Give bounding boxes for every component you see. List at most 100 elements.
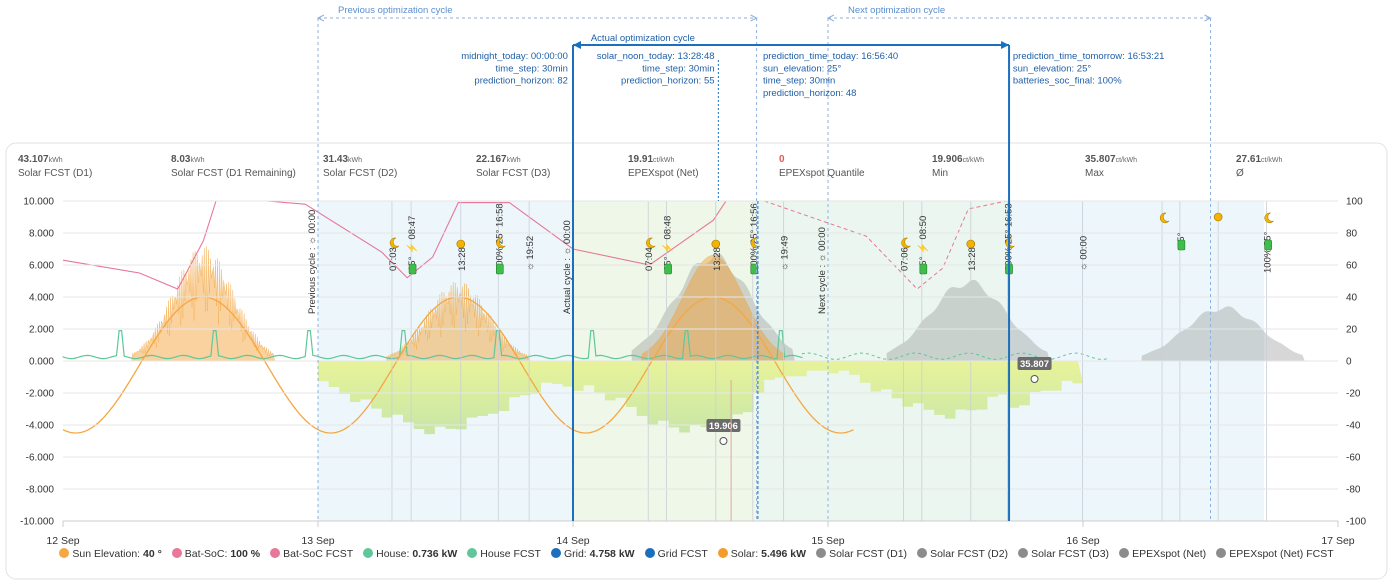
solar-area	[386, 282, 530, 362]
stat-unit: ct/kWh	[653, 157, 675, 164]
y-tick-left: 8.000	[29, 229, 54, 240]
arrow-right-icon	[750, 14, 758, 22]
time-marker-label: 07:03	[388, 247, 399, 271]
legend-item[interactable]: Solar FCST (D1)	[816, 548, 907, 560]
y-tick-right: -60	[1346, 453, 1361, 464]
stat-item: 43.107kWh Solar FCST (D1)	[18, 153, 92, 180]
legend-dot-icon	[1018, 548, 1029, 558]
legend-series-name: EPEXspot (Net)	[1132, 548, 1207, 560]
battery-icon	[664, 263, 672, 275]
legend-item[interactable]: Solar FCST (D3)	[1018, 548, 1109, 560]
param-solar-noon: solar_noon_today: 13:28:48	[597, 51, 715, 62]
time-marker-label: 100% 25°	[1263, 231, 1274, 273]
legend-item[interactable]: EPEXspot (Net) FCST	[1216, 548, 1334, 560]
stat-label: Max	[1085, 168, 1104, 179]
legend-series-name: Solar FCST (D2)	[930, 548, 1009, 560]
previous-cycle-title: Previous optimization cycle	[338, 5, 453, 16]
stat-label: Ø	[1236, 168, 1244, 179]
legend-series-name: Grid:	[563, 548, 590, 560]
legend-dot-icon	[717, 548, 728, 558]
solar-area	[641, 255, 785, 362]
moon-icon	[646, 237, 656, 249]
legend-series-value: 5.496 kW	[761, 548, 807, 560]
time-marker-label: 07:04	[644, 247, 655, 271]
stat-label: EPEXspot (Net)	[628, 168, 699, 179]
legend-series-value: 100 %	[230, 548, 261, 560]
x-tick-label: 13 Sep	[301, 535, 334, 547]
time-marker-label: 15° ⚡ 08:48	[662, 216, 674, 271]
arrow-left-icon	[573, 41, 581, 49]
time-marker-label: 15° ⚡ 08:47	[406, 216, 418, 271]
legend-series-value: 40 °	[143, 548, 162, 560]
stat-item: 0 EPEXspot Quantile	[779, 153, 865, 180]
y-tick-left: 2.000	[29, 325, 54, 336]
x-tick-label: 14 Sep	[556, 535, 589, 547]
stat-label: Min	[932, 168, 949, 179]
stat-item: 22.167kWh Solar FCST (D3)	[476, 153, 550, 180]
legend-series-name: Solar FCST (D1)	[829, 548, 908, 560]
legend-dot-icon	[363, 548, 374, 558]
house-fcst-line	[802, 352, 1109, 360]
legend-item[interactable]: Sun Elevation: 40 °	[59, 548, 162, 560]
param-solar-noon: time_step: 30min	[642, 63, 714, 74]
legend-item[interactable]: Solar: 5.496 kW	[717, 548, 807, 560]
stat-item: 31.43kWh Solar FCST (D2)	[323, 153, 397, 180]
legend-item[interactable]: Solar FCST (D2)	[917, 548, 1008, 560]
y-tick-left: 6.000	[29, 261, 54, 272]
battery-icon	[408, 263, 417, 275]
moon-icon	[1264, 212, 1275, 224]
arrow-right-icon	[1001, 41, 1010, 49]
param-prediction-tomorrow: prediction_time_tomorrow: 16:53:21	[1013, 51, 1165, 62]
price-min-label: 19.906	[706, 419, 741, 445]
legend-series-name: Sun Elevation:	[72, 548, 143, 560]
stat-value: 31.43	[323, 154, 349, 165]
param-prediction-tomorrow: sun_elevation: 25°	[1013, 63, 1091, 74]
bat-soc-line	[62, 200, 765, 290]
stat-unit: ct/kWh	[1261, 157, 1283, 164]
legend-item[interactable]: Grid: 4.758 kW	[550, 548, 635, 560]
param-prediction-today: prediction_time_today: 16:56:40	[763, 51, 898, 62]
y-tick-left: -2.000	[26, 389, 55, 400]
stat-value: 43.107	[18, 154, 49, 165]
sun-icon	[711, 239, 721, 249]
stat-value: 22.167	[476, 154, 507, 165]
legend-item[interactable]: House: 0.736 kW	[363, 548, 457, 560]
stat-item: 19.906ct/kWh Min	[932, 153, 984, 180]
legend-item[interactable]: Bat-SoC: 100 %	[171, 548, 261, 560]
battery-icon	[1177, 239, 1186, 251]
battery-icon	[495, 263, 504, 275]
stat-unit: kWh	[48, 157, 63, 164]
legend-item[interactable]: EPEXspot (Net)	[1119, 548, 1206, 560]
legend-series-name: Solar:	[730, 548, 762, 560]
cycle-start-label: Actual cycle : ☼ 00:00	[562, 220, 573, 314]
stat-unit: kWh	[190, 157, 205, 164]
x-tick-label: 12 Sep	[46, 535, 79, 547]
stat-label: Solar FCST (D1 Remaining)	[171, 168, 296, 179]
legend-item[interactable]: Bat-SoC FCST	[270, 548, 353, 560]
y-tick-right: -100	[1346, 517, 1366, 528]
moon-icon	[389, 237, 400, 249]
legend-item[interactable]: House FCST	[467, 548, 541, 560]
time-marker-label: ☼ 19:49	[780, 236, 791, 271]
legend-item[interactable]: Grid FCST	[644, 548, 708, 560]
time-marker-label: 15° ⚡ 08:50	[917, 216, 929, 271]
time-marker-label: ☼ 19:52	[525, 236, 536, 271]
legend-dot-icon	[467, 548, 478, 558]
y-tick-right: 100	[1346, 197, 1363, 208]
moon-icon	[496, 237, 507, 249]
time-marker-label: 13:28	[712, 247, 723, 271]
actual-cycle-title: Actual optimization cycle	[591, 33, 695, 44]
stat-item: 35.807ct/kWh Max	[1085, 153, 1137, 180]
y-tick-right: 0	[1346, 357, 1352, 368]
legend-dot-icon	[550, 548, 561, 558]
price-max-label: 35.807	[1017, 357, 1052, 383]
price-label-text: 35.807	[1020, 359, 1049, 370]
time-marker-label: 100% 25° 16:56	[749, 203, 760, 271]
legend-series-value: 4.758 kW	[589, 548, 635, 560]
y-tick-left: 0.000	[29, 357, 54, 368]
stat-label: EPEXspot Quantile	[779, 168, 865, 179]
param-prediction-today: time_step: 30min	[763, 76, 835, 87]
y-tick-left: 10.000	[23, 197, 54, 208]
y-tick-left: 4.000	[29, 293, 54, 304]
